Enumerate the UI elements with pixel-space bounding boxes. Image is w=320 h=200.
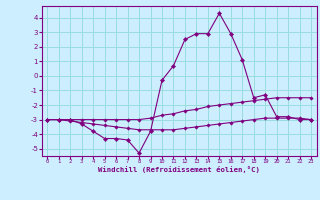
X-axis label: Windchill (Refroidissement éolien,°C): Windchill (Refroidissement éolien,°C) [98,166,260,173]
